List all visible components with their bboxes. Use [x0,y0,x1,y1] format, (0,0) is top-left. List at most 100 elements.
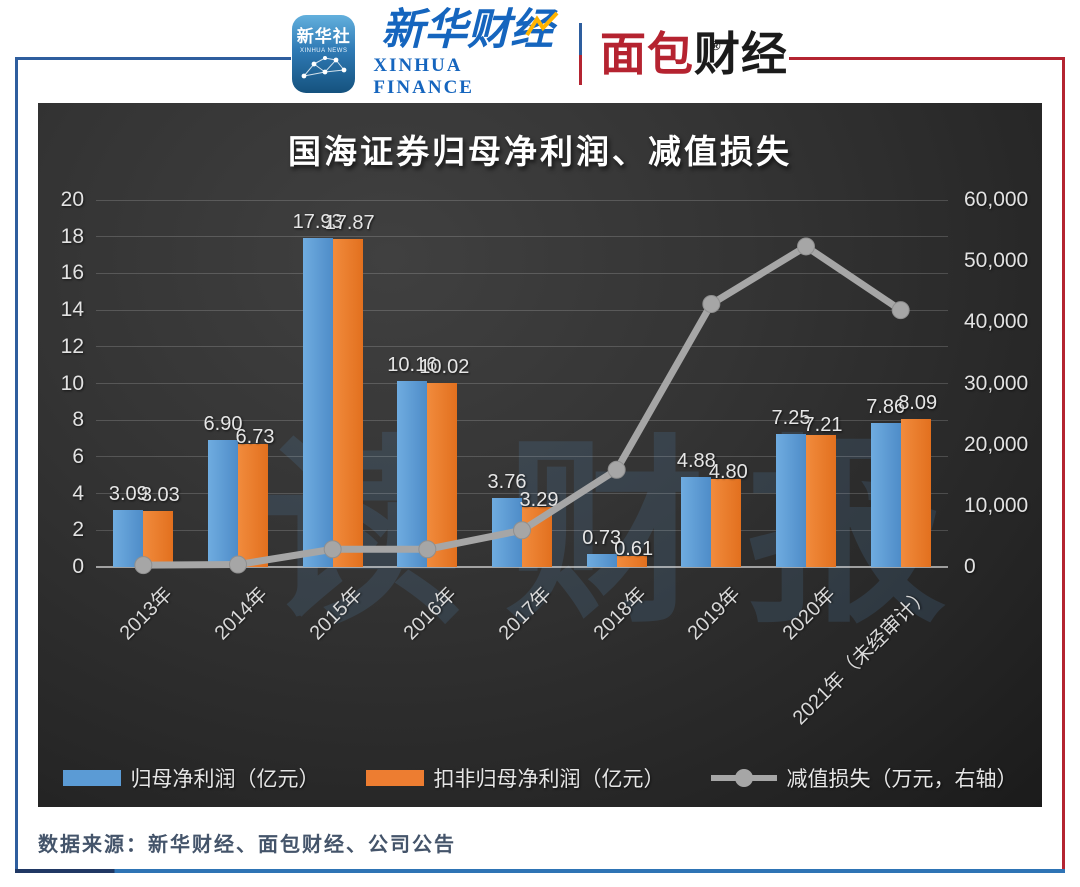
bar-value-label: 17.93 [292,210,343,233]
bar-value-label: 8.09 [898,391,938,414]
y-axis-tick-left: 0 [72,555,84,578]
bar [776,433,806,567]
chart-title: 国海证券归母净利润、减值损失 [288,133,792,170]
line-point [607,460,626,479]
bar [238,443,268,567]
bar-value-label: 4.80 [708,460,748,483]
bar [711,478,742,567]
data-source-note: 数据来源：新华财经、面包财经、公司公告 [38,834,456,856]
legend-item: 归母净利润（亿元） [62,763,320,793]
xinhua-finance-en: XINHUA FINANCE [373,55,474,98]
bar-value-label: 7.86 [866,395,906,418]
bar-value-label: 17.87 [324,212,375,235]
line-point [134,556,153,575]
bar [870,422,901,567]
bar [900,418,931,567]
bar-value-label: 10.02 [419,356,470,379]
frame-right-red [1062,57,1065,872]
bar [806,434,836,567]
chart-panel: 国海证券归母净利润、减值损失 读财报 0 2 4 6 8 10 12 14 16 18 20 0 10,… [38,103,1042,807]
bar-value-label: 3.09 [108,483,148,506]
bar [113,510,144,567]
y-axis-tick-left: 8 [72,408,84,432]
legend-dot [734,769,753,787]
bottom-rule [15,869,1065,873]
constellation-icon [301,56,347,79]
logo-divider [579,23,582,85]
y-axis-tick-left: 16 [60,261,84,285]
bar-value-label: 6.90 [203,413,243,436]
bar-value-label: 0.61 [614,537,654,560]
y-axis-tick-right: 10,000 [964,493,1029,517]
legend-swatch-bar [62,770,121,786]
legend-label: 减值损失（万元，右轴） [786,768,1018,791]
y-axis-tick-right: 0 [964,555,976,578]
registered-mark: ® [710,38,722,53]
y-axis-tick-right: 30,000 [964,371,1029,395]
line-point [891,301,910,320]
xinhua-icon-subtitle: XINHUA NEWS [299,48,348,54]
grid-line [96,493,948,495]
grid-line [96,566,948,568]
y-axis-tick-right: 20,000 [964,432,1029,456]
bar-value-label: 3.76 [487,471,527,493]
bread-finance-logo: 面包财经 ® [600,30,788,78]
grid-line [96,199,948,201]
frame-top-right-red [789,57,1065,60]
grid-line [96,456,948,458]
grid-line [96,236,948,238]
line-point [702,294,721,313]
bar [397,380,428,567]
bar [208,440,238,567]
legend-item: 扣非归母净利润（亿元） [365,763,665,793]
xinhua-finance-cn: 新华财经 [381,7,554,54]
xinhua-icon-title: 新华社 [296,27,351,46]
bar [616,555,647,567]
grid-line [96,419,948,421]
y-axis-tick-right: 40,000 [964,310,1029,334]
y-axis-tick-left: 20 [60,188,84,211]
legend-swatch-line [710,769,777,787]
y-axis-tick-right: 60,000 [964,188,1029,211]
x-axis-label: 2015年 [305,583,367,645]
bar [332,239,363,567]
x-axis-label: 2018年 [589,583,651,645]
bar-value-label: 4.88 [676,450,716,473]
line-point [797,237,815,256]
y-axis-tick-left: 6 [72,444,84,468]
line-point [323,540,342,559]
grid-line [96,346,948,348]
bar-value-label: 3.29 [519,488,559,511]
bar-value-label: 3.03 [140,484,180,507]
bar-value-label: 7.25 [771,406,811,429]
x-axis-label: 2014年 [210,583,272,645]
bar [302,238,333,567]
y-axis-tick-left: 14 [60,298,84,322]
x-axis-label: 2013年 [115,583,178,645]
legend-label: 归母净利润（亿元） [130,768,320,791]
y-axis-tick-left: 10 [60,371,84,395]
y-axis-tick-left: 2 [72,518,84,542]
y-axis-tick-left: 12 [60,334,84,358]
impairment-line [143,242,903,569]
frame-top-left-blue [15,57,291,60]
frame-left-blue [15,57,18,872]
legend-swatch-bar [365,770,424,786]
bar [586,553,617,567]
x-axis-label: 2019年 [683,583,746,645]
legend: 归母净利润（亿元） 扣非归母净利润（亿元） 减值损失（万元，右轴） [38,763,1042,793]
line-point [513,521,531,540]
line-series [134,237,910,575]
bar-value-label: 10.16 [387,353,438,376]
xinhua-news-app-icon: 新华社 XINHUA NEWS [292,15,356,93]
plot-area: 0 2 4 6 8 10 12 14 16 18 20 0 10,000 20,000 30,000 40,0… [61,188,1029,729]
legend-label: 扣非归母净利润（亿元） [433,768,665,791]
bread-finance-red: 面包 [600,28,694,80]
y-axis-tick-left: 4 [72,481,84,505]
line-point [229,555,247,574]
y-axis-tick-right: 50,000 [964,249,1029,273]
x-axis-label: 2016年 [399,583,462,645]
bar-value-label: 7.21 [803,413,843,436]
bar-value-label: 6.73 [235,425,275,448]
bar [427,383,458,567]
